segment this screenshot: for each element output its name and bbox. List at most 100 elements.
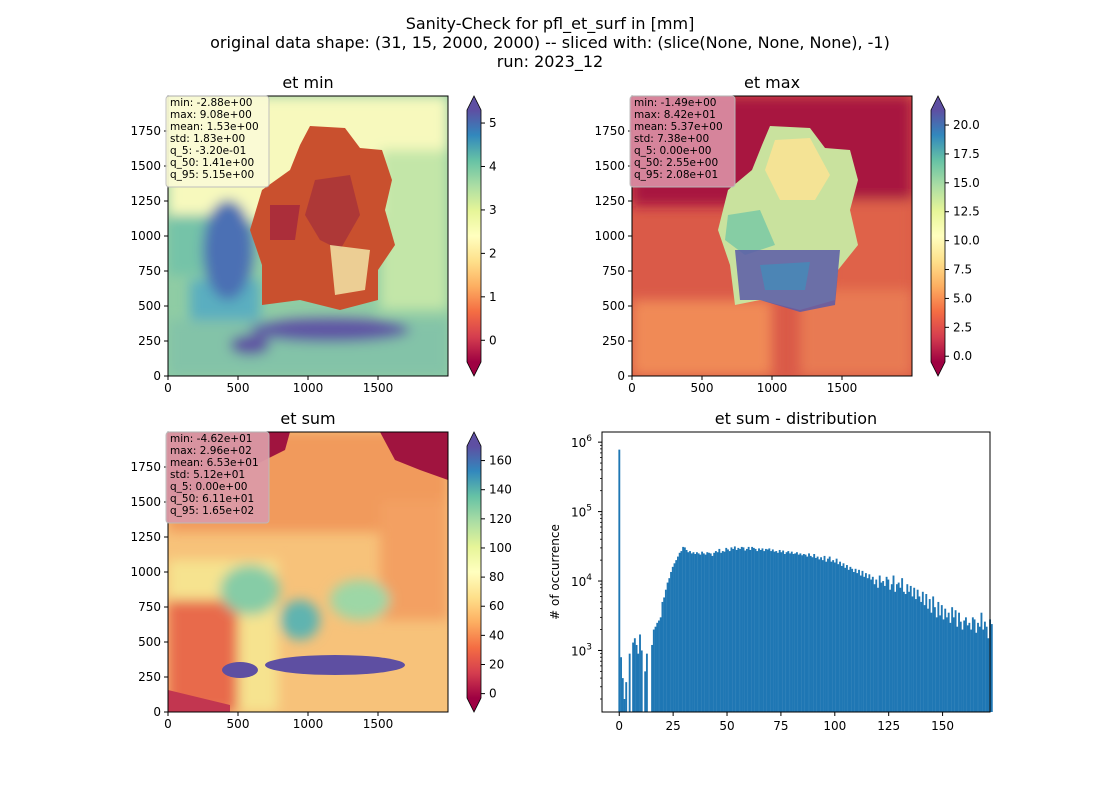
histogram-bar bbox=[635, 644, 638, 712]
histogram-bar bbox=[813, 554, 816, 712]
et-max-stat-line: std: 7.38e+00 bbox=[634, 133, 709, 145]
histogram-ytick-label: 105 bbox=[571, 504, 592, 520]
histogram-ytick-label: 106 bbox=[571, 434, 592, 450]
histogram-bar bbox=[832, 560, 835, 712]
histogram-bar bbox=[637, 653, 640, 712]
histogram-bar bbox=[846, 565, 848, 712]
histogram-bar bbox=[683, 547, 686, 712]
histogram-bar bbox=[690, 553, 693, 712]
histogram-bar bbox=[661, 601, 664, 712]
et-sum-stat-line: min: -4.62e+01 bbox=[170, 433, 252, 445]
et-max-ytick-label: 500 bbox=[602, 299, 625, 313]
et-sum-stat-line: max: 2.96e+02 bbox=[170, 445, 252, 457]
histogram-bar bbox=[949, 622, 952, 712]
histogram-bar bbox=[987, 638, 990, 712]
histogram-bar bbox=[645, 653, 648, 712]
histogram-ylabel: # of occurrence bbox=[548, 524, 562, 620]
histogram-bar bbox=[785, 552, 788, 712]
histogram-bar bbox=[656, 622, 659, 712]
histogram-bar bbox=[933, 607, 936, 712]
et-min-stat-line: max: 9.08e+00 bbox=[170, 109, 252, 121]
histogram-xtick-label: 75 bbox=[773, 719, 788, 733]
histogram-bar bbox=[751, 546, 754, 712]
histogram-bar bbox=[775, 551, 778, 712]
et-min-ytick-label: 250 bbox=[138, 334, 161, 348]
histogram-bar bbox=[859, 575, 862, 712]
histogram-bar bbox=[675, 560, 678, 712]
et-max-xtick-label: 1000 bbox=[757, 381, 788, 395]
histogram-bar bbox=[921, 591, 924, 712]
histogram-bar bbox=[664, 589, 667, 712]
histogram-bar bbox=[695, 552, 698, 712]
histogram-bar bbox=[980, 612, 983, 712]
et-max-ytick-label: 1000 bbox=[594, 229, 625, 243]
histogram-bar bbox=[939, 615, 942, 712]
histogram-bar bbox=[913, 587, 916, 712]
histogram-bar bbox=[840, 565, 843, 712]
histogram-xtick-label: 150 bbox=[931, 719, 954, 733]
histogram-bar bbox=[735, 549, 738, 712]
histogram-bar bbox=[916, 589, 919, 712]
histogram-title: et sum - distribution bbox=[715, 409, 877, 428]
histogram-ytick-label: 103 bbox=[571, 642, 592, 658]
histogram-bar bbox=[959, 621, 962, 712]
et-max-colorbar-tick-label: 2.5 bbox=[953, 320, 972, 334]
histogram-bar bbox=[901, 578, 904, 712]
histogram-bar bbox=[861, 570, 864, 712]
histogram-bar bbox=[678, 552, 681, 712]
histogram-bar bbox=[808, 553, 810, 712]
et-sum-ytick-label: 1500 bbox=[130, 495, 161, 509]
et-max-colorbar-tick-label: 15.0 bbox=[953, 176, 980, 190]
histogram-bar bbox=[882, 581, 885, 712]
et-max-ytick-label: 250 bbox=[602, 334, 625, 348]
histogram-bar bbox=[885, 576, 888, 712]
histogram-bar bbox=[878, 575, 881, 712]
histogram-bar bbox=[880, 582, 883, 712]
histogram-bar bbox=[820, 557, 823, 712]
histogram-bar bbox=[828, 556, 831, 712]
et-sum-ytick-label: 1000 bbox=[130, 565, 161, 579]
et-max-xtick-label: 1500 bbox=[827, 381, 858, 395]
histogram-bar bbox=[749, 549, 752, 712]
histogram-bar bbox=[892, 575, 895, 712]
histogram-bar bbox=[682, 546, 685, 712]
histogram-bar bbox=[899, 587, 902, 712]
et-max-colorbar-tick-label: 0.0 bbox=[953, 349, 972, 363]
histogram-bar bbox=[961, 629, 964, 712]
histogram-bar bbox=[894, 591, 897, 712]
et-sum-colorbar-tick-label: 120 bbox=[489, 512, 512, 526]
histogram-bar bbox=[771, 549, 774, 712]
et-max-stat-line: q_5: 0.00e+00 bbox=[634, 145, 711, 157]
histogram-bar bbox=[697, 553, 700, 712]
et-sum-ytick-label: 1250 bbox=[130, 530, 161, 544]
histogram-bar bbox=[754, 548, 757, 712]
et-max-colorbar-tick-label: 20.0 bbox=[953, 118, 980, 132]
histogram-bar bbox=[928, 599, 931, 712]
histogram-bar bbox=[925, 594, 928, 712]
histogram-bar bbox=[818, 559, 821, 712]
histogram-bar bbox=[963, 620, 966, 712]
et-max-colorbar-tick-label: 12.5 bbox=[953, 205, 980, 219]
histogram-bar bbox=[871, 576, 874, 712]
histogram-bar bbox=[866, 578, 869, 712]
histogram-bar bbox=[685, 549, 688, 712]
histogram-bar bbox=[973, 619, 976, 712]
histogram-xtick-label: 100 bbox=[823, 719, 846, 733]
histogram-bar bbox=[940, 605, 943, 712]
et-min-colorbar-tick-label: 5 bbox=[489, 116, 497, 130]
et-min-ytick-label: 0 bbox=[153, 369, 161, 383]
histogram-bar bbox=[932, 596, 935, 712]
et-sum-axes: 0 500 1000 1500 0 250 500 750 1000 1250 1500 1750 bbox=[130, 460, 393, 731]
et-min-stat-line: mean: 1.53e+00 bbox=[170, 121, 259, 133]
histogram-bar bbox=[946, 617, 948, 712]
panel-et-sum-distribution: et sum - distribution 0 25 50 75 100 125 150 10… bbox=[548, 409, 993, 733]
histogram-bar bbox=[821, 560, 824, 712]
histogram-bar bbox=[889, 589, 891, 712]
histogram-bar bbox=[780, 552, 783, 712]
histogram-bar bbox=[764, 548, 767, 712]
histogram-bar bbox=[958, 612, 960, 712]
histogram-bar bbox=[651, 644, 654, 712]
et-max-stat-line: q_95: 2.08e+01 bbox=[634, 169, 718, 181]
histogram-bar bbox=[923, 605, 926, 712]
